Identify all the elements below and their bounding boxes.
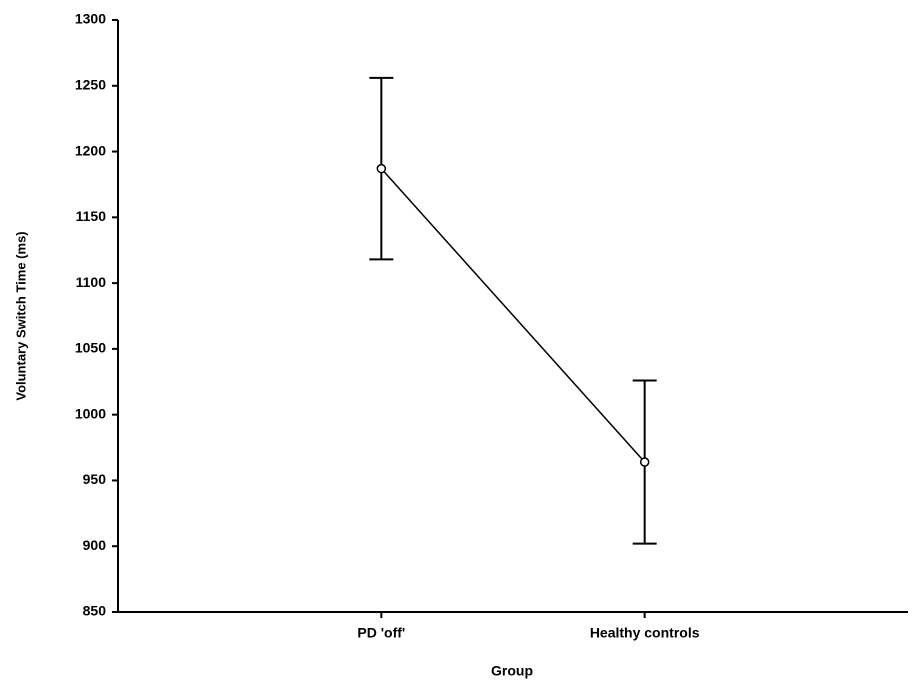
x-tick-label: Healthy controls	[590, 625, 700, 641]
y-axis-label: Voluntary Switch Time (ms)	[13, 231, 28, 400]
y-tick-label: 1200	[75, 142, 106, 158]
x-tick-label: PD 'off'	[357, 625, 405, 641]
data-point	[639, 457, 650, 467]
x-axis-label: Group	[491, 663, 533, 679]
y-tick-label: 1150	[76, 208, 107, 224]
data-line	[380, 168, 646, 463]
y-tick-label: 850	[83, 603, 107, 619]
y-tick-label: 1100	[76, 274, 107, 290]
y-tick-label: 1000	[75, 405, 106, 421]
y-tick-label: 1300	[75, 11, 106, 27]
y-tick-label: 950	[83, 471, 107, 487]
data-point	[376, 163, 387, 174]
y-tick-label: 1050	[75, 340, 106, 356]
y-tick-label: 900	[83, 537, 107, 553]
y-tick-label: 1250	[75, 76, 106, 92]
